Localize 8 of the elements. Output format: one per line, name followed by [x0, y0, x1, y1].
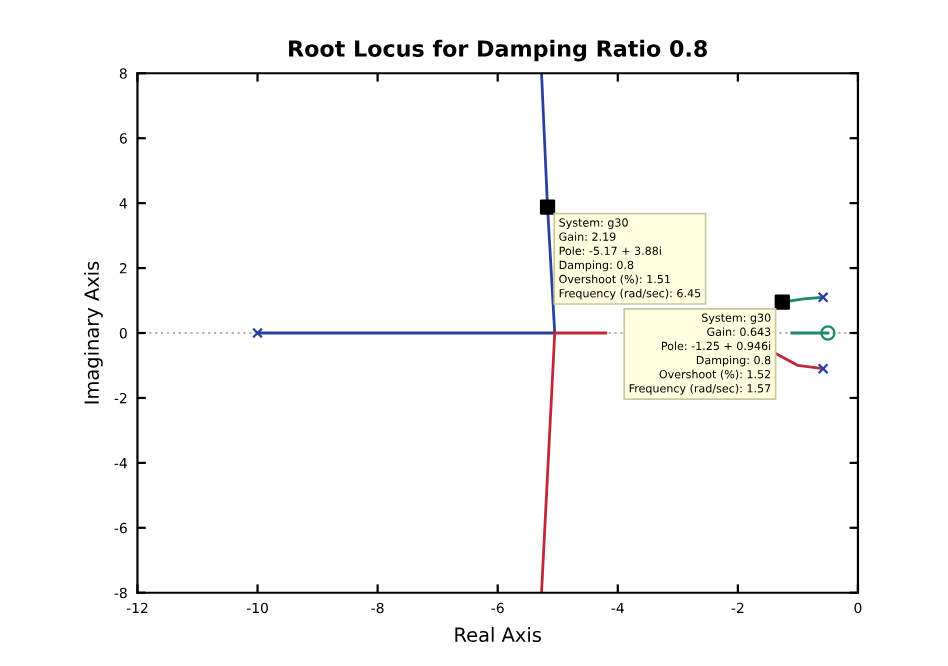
y-axis-title: Imaginary Axis: [83, 261, 103, 404]
point: [817, 291, 829, 303]
point: [817, 363, 829, 375]
chart-title: Root Locus for Damping Ratio 0.8: [289, 39, 707, 62]
x-axis-title: Real Axis: [455, 627, 541, 643]
point: [820, 325, 836, 341]
point: [539, 199, 556, 215]
point: [774, 294, 790, 310]
